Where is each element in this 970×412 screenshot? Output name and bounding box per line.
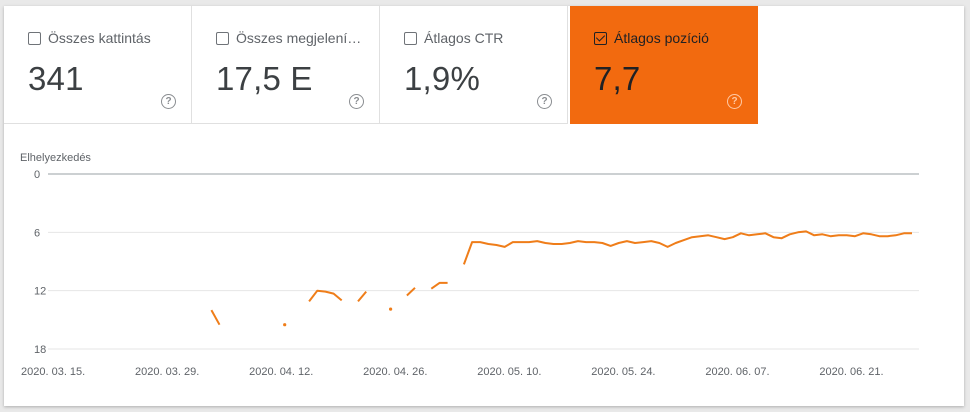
metric-label: Átlagos CTR [424,30,504,46]
series-line-segment [357,290,367,303]
metric-average-ctr[interactable]: Átlagos CTR 1,9% ? [380,6,568,124]
help-icon[interactable]: ? [349,94,364,109]
x-tick-label: 2020. 04. 26. [363,366,427,378]
y-tick-label: 18 [34,344,46,356]
metric-label: Összes megjelení… [236,30,362,46]
metric-total-impressions[interactable]: Összes megjelení… 17,5 E ? [192,6,380,124]
metric-total-clicks[interactable]: Összes kattintás 341 ? [4,6,192,124]
checkbox-average-ctr[interactable] [404,31,417,45]
performance-card: Összes kattintás 341 ? Összes megjelení…… [4,6,964,406]
x-tick-label: 2020. 04. 12. [249,366,313,378]
checkbox-total-clicks[interactable] [28,31,41,45]
series-line-segment [210,309,221,326]
metric-value: 341 [28,60,84,97]
metric-average-position[interactable]: Átlagos pozíció 7,7 ? [570,6,758,124]
series-line-segment [308,289,343,303]
y-tick-label: 12 [34,286,46,298]
series-point [389,307,393,311]
x-tick-label: 2020. 06. 07. [705,366,769,378]
x-tick-label: 2020. 05. 24. [591,366,655,378]
y-tick-label: 0 [34,169,40,181]
x-tick-label: 2020. 05. 10. [477,366,541,378]
metric-value: 7,7 [594,60,641,97]
series-line-segment [462,230,912,265]
checkbox-total-impressions[interactable] [216,31,229,45]
y-axis-label: Elhelyezkedés [20,152,91,164]
metric-value: 1,9% [404,60,481,97]
metric-label: Összes kattintás [48,30,151,46]
x-tick-label: 2020. 06. 21. [819,366,883,378]
metric-label: Átlagos pozíció [614,30,709,46]
help-icon[interactable]: ? [537,94,552,109]
series-line-segment [430,281,448,290]
x-tick-label: 2020. 03. 29. [135,366,199,378]
x-tick-label: 2020. 03. 15. [21,366,85,378]
metric-value: 17,5 E [216,60,313,97]
help-icon[interactable]: ? [161,94,176,109]
y-tick-label: 6 [34,227,40,239]
series-point [283,323,287,327]
series-line-segment [406,287,416,297]
checkbox-average-position[interactable] [594,31,607,45]
help-icon[interactable]: ? [727,94,742,109]
position-line-chart: Elhelyezkedés 0 6 12 18 2020. 03. 15. 2020. … [20,152,919,378]
